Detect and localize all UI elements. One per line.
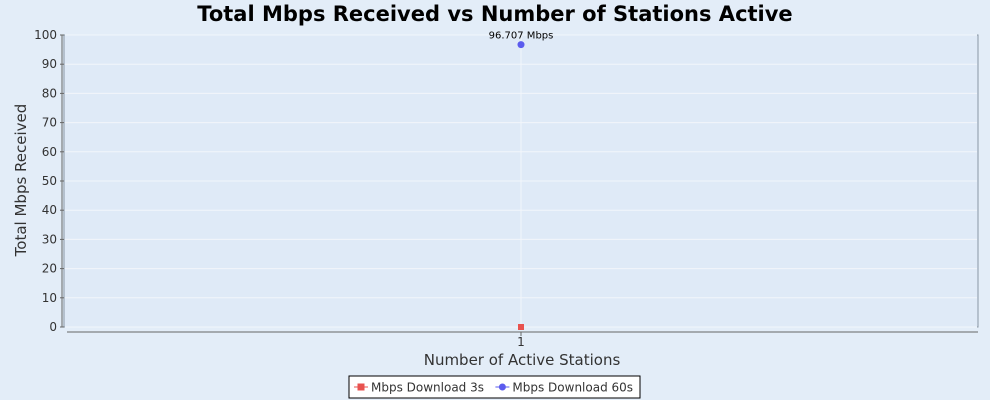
legend-label: Mbps Download 60s [512,381,633,395]
legend-box [348,375,641,399]
chart-title: Total Mbps Received vs Number of Station… [197,2,792,26]
y-tick-label: 80 [42,86,57,100]
legend-marker-circle [498,383,506,391]
x-tick-label: 1 [517,335,525,349]
y-tick-label: 50 [42,174,57,188]
series-marks [517,41,525,330]
data-label: 96.707 Mbps [489,31,554,42]
y-tick-label: 40 [42,203,57,217]
data-point-3s [518,324,524,330]
y-axis-label: Total Mbps Received [12,104,30,258]
y-tick-label: 70 [42,116,57,130]
legend-label: Mbps Download 3s [371,381,484,395]
data-labels: 96.707 Mbps [489,31,554,42]
y-tick-label: 30 [42,232,57,246]
y-tick-label: 0 [49,320,57,334]
grid-lines [65,34,977,328]
legend-marker-square [357,383,365,391]
x-axis-ticks: 1 [517,332,525,349]
y-tick-label: 60 [42,145,57,159]
y-axis-ticks: 0 10 20 30 40 50 60 70 80 90 100 [34,28,64,334]
y-tick-label: 10 [42,291,57,305]
y-tick-label: 20 [42,262,57,276]
y-tick-label: 100 [34,28,57,42]
y-tick-label: 90 [42,57,57,71]
legend: Mbps Download 3s Mbps Download 60s [348,375,641,399]
x-axis-label: Number of Active Stations [424,351,621,369]
data-point-60s [517,41,525,49]
